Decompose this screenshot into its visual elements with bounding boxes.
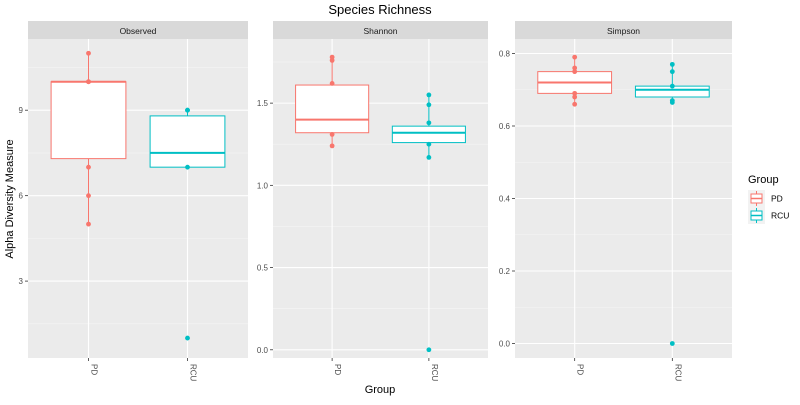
box-rcu (391, 92, 466, 353)
data-point (426, 154, 432, 160)
data-point (572, 54, 578, 60)
data-point (669, 83, 675, 89)
data-point (572, 101, 578, 107)
data-point (426, 120, 432, 126)
data-point (572, 69, 578, 75)
data-point (329, 131, 335, 137)
box-rcu (149, 107, 226, 341)
legend-item-pd: PD (748, 190, 783, 207)
x-tick-label: PD (90, 364, 99, 375)
y-tick-label: 0.8 (499, 50, 511, 59)
legend-label: RCU (771, 211, 789, 221)
strip-label: Observed (120, 26, 157, 36)
data-point (669, 61, 675, 67)
x-tick-label: PD (576, 364, 585, 375)
strip-background (28, 21, 248, 39)
data-point (426, 141, 432, 147)
data-point (86, 164, 91, 170)
data-point (669, 100, 675, 105)
data-point (185, 107, 190, 113)
box-rcu (634, 61, 710, 346)
data-point (329, 57, 335, 63)
x-tick-label: RCU (189, 364, 198, 382)
chart-title: Species Richness (328, 2, 432, 17)
data-point (329, 80, 335, 86)
data-point (86, 193, 91, 199)
data-point (185, 164, 190, 170)
data-point (426, 92, 432, 98)
facet-panels: Observed 3 6 9 PD RCU Shannon 0.0 0.5 1.0 1.5 PD RCU… (19, 21, 732, 382)
data-point (426, 347, 432, 353)
legend: Group PD RCU (748, 174, 789, 224)
legend-label: PD (771, 194, 783, 204)
y-tick-label: 0.0 (257, 346, 269, 355)
data-point (669, 69, 675, 75)
y-tick-label: 0.5 (257, 264, 269, 273)
x-tick-label: RCU (673, 364, 682, 382)
y-tick-label: 6 (19, 192, 24, 201)
box-pd (50, 50, 127, 227)
y-tick-label: 0.6 (499, 122, 511, 131)
y-tick-label: 0.0 (499, 340, 511, 349)
box-pd (295, 54, 370, 149)
data-point (572, 94, 578, 100)
y-tick-label: 0.4 (499, 195, 511, 204)
box-iqr (149, 115, 226, 168)
y-tick-label: 0.2 (499, 267, 511, 276)
x-tick-label: RCU (430, 364, 439, 382)
strip-background (515, 21, 732, 39)
panel-observed: Observed 3 6 9 PD RCU (19, 21, 248, 382)
legend-title: Group (748, 174, 779, 186)
data-point (86, 50, 91, 56)
data-point (86, 221, 91, 227)
y-axis-label: Alpha Diversity Measure (4, 139, 16, 258)
y-tick-label: 1.0 (257, 181, 269, 190)
data-point (329, 143, 335, 149)
strip-background (273, 21, 488, 39)
box-iqr (295, 84, 370, 134)
data-point (572, 65, 578, 71)
box-iqr (50, 81, 127, 160)
y-tick-label: 9 (19, 106, 24, 115)
box-iqr (391, 125, 466, 144)
data-point (572, 90, 578, 96)
y-tick-label: 1.5 (257, 99, 269, 108)
panel-simpson: Simpson 0.0 0.2 0.4 0.6 0.8 PD RCU (499, 21, 732, 382)
box-pd (537, 54, 613, 107)
x-tick-label: PD (333, 364, 342, 375)
strip-label: Shannon (363, 26, 397, 36)
panel-shannon: Shannon 0.0 0.5 1.0 1.5 PD RCU (257, 21, 488, 382)
data-point (329, 54, 335, 60)
legend-item-rcu: RCU (748, 207, 789, 224)
x-axis-label: Group (365, 384, 396, 396)
y-tick-label: 3 (19, 277, 24, 286)
data-point (669, 341, 675, 346)
data-point (185, 335, 190, 341)
strip-label: Simpson (607, 26, 640, 36)
data-point (86, 79, 91, 85)
data-point (426, 102, 432, 108)
